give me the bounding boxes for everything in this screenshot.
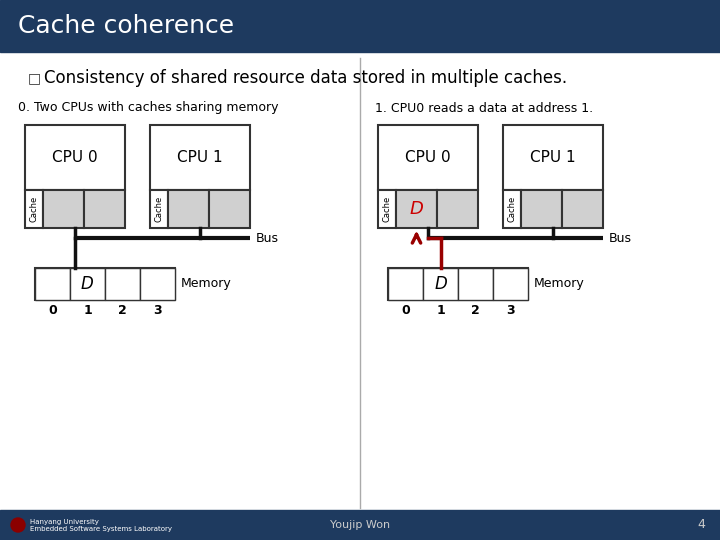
Bar — [378, 125, 478, 190]
Text: CPU 1: CPU 1 — [177, 150, 222, 165]
Bar — [209, 190, 250, 228]
Bar — [437, 190, 478, 228]
Text: $D$: $D$ — [433, 275, 448, 293]
Text: Bus: Bus — [609, 232, 632, 245]
Text: Memory: Memory — [534, 278, 585, 291]
Text: CPU 0: CPU 0 — [405, 150, 451, 165]
Text: Memory: Memory — [181, 278, 232, 291]
Bar — [150, 125, 250, 190]
Bar — [43, 190, 84, 228]
Bar — [35, 268, 175, 300]
Text: 2: 2 — [118, 303, 127, 316]
Text: Cache: Cache — [30, 196, 38, 222]
Text: Cache: Cache — [155, 196, 163, 222]
Text: 3: 3 — [153, 303, 162, 316]
Bar — [35, 268, 70, 300]
Bar — [423, 268, 458, 300]
Bar — [388, 268, 528, 300]
Text: CPU 0: CPU 0 — [52, 150, 98, 165]
Bar — [25, 125, 125, 190]
Text: □: □ — [28, 71, 41, 85]
Bar — [84, 190, 125, 228]
Bar — [140, 268, 175, 300]
Bar — [458, 268, 493, 300]
Bar — [150, 190, 168, 228]
Bar — [388, 268, 423, 300]
Text: CPU 1: CPU 1 — [530, 150, 576, 165]
Bar — [562, 190, 603, 228]
Bar — [521, 190, 562, 228]
Text: Cache: Cache — [382, 196, 392, 222]
Text: 0: 0 — [48, 303, 57, 316]
Text: Bus: Bus — [256, 232, 279, 245]
Circle shape — [11, 518, 25, 532]
Text: $D$: $D$ — [81, 275, 94, 293]
Text: 4: 4 — [697, 518, 705, 531]
Text: Youjip Won: Youjip Won — [330, 520, 390, 530]
Bar — [168, 190, 209, 228]
Text: Cache coherence: Cache coherence — [18, 14, 234, 38]
Text: Consistency of shared resource data stored in multiple caches.: Consistency of shared resource data stor… — [44, 69, 567, 87]
Bar — [493, 268, 528, 300]
Bar — [503, 125, 603, 190]
Bar — [105, 268, 140, 300]
Text: 2: 2 — [471, 303, 480, 316]
Text: Hanyang University: Hanyang University — [30, 519, 99, 525]
Text: 3: 3 — [506, 303, 515, 316]
Bar — [503, 190, 521, 228]
Bar — [0, 510, 720, 540]
Text: Embedded Software Systems Laboratory: Embedded Software Systems Laboratory — [30, 526, 172, 532]
Text: Cache: Cache — [508, 196, 516, 222]
Text: 1: 1 — [436, 303, 445, 316]
Bar — [396, 190, 437, 228]
Text: $D$: $D$ — [409, 200, 424, 218]
Text: 1. CPU0 reads a data at address 1.: 1. CPU0 reads a data at address 1. — [375, 102, 593, 114]
Text: 1: 1 — [83, 303, 92, 316]
Bar — [0, 0, 720, 52]
Bar — [378, 190, 396, 228]
Text: 0: 0 — [401, 303, 410, 316]
Text: 0. Two CPUs with caches sharing memory: 0. Two CPUs with caches sharing memory — [18, 102, 279, 114]
Bar — [25, 190, 43, 228]
Bar — [70, 268, 105, 300]
